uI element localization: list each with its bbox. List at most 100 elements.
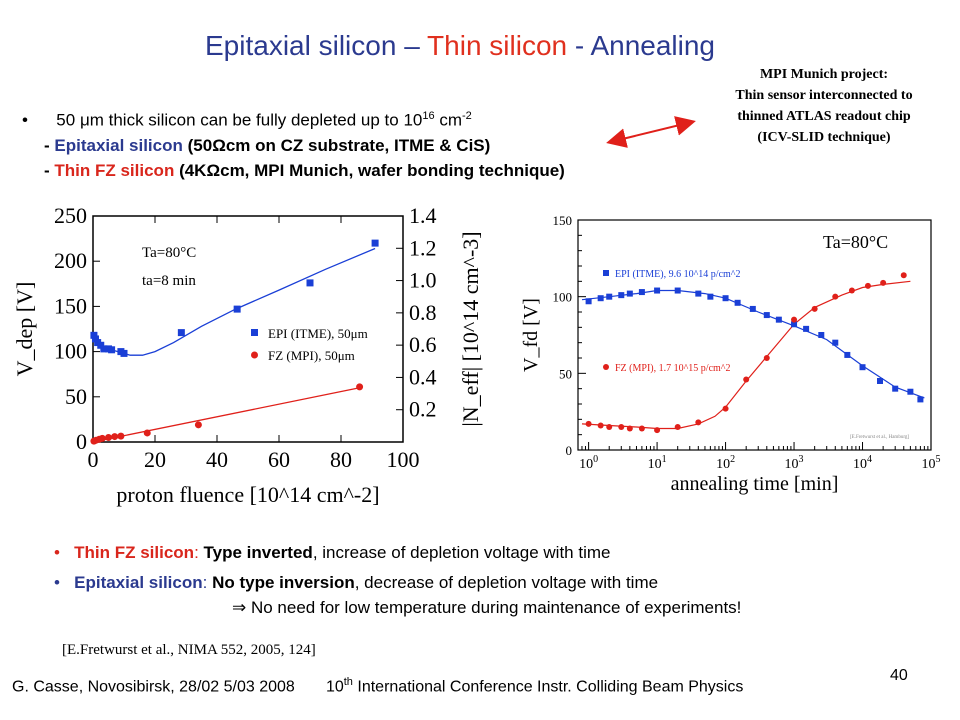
legend-label: FZ (MPI), 1.7 10^15 p/cm^2: [615, 363, 731, 374]
c1-type-inverted: Type inverted: [203, 543, 313, 562]
y-tick-label: 200: [54, 248, 87, 273]
epi-point: [749, 305, 756, 312]
x-tick-label: 80: [330, 447, 352, 472]
b1-mu: μ: [79, 110, 90, 130]
fz-point: [194, 421, 202, 429]
fz-point: [626, 425, 633, 432]
b1-sup: 16: [422, 110, 435, 122]
footer-conf-a: 10: [325, 678, 344, 696]
fit-line: [92, 247, 376, 356]
page-title: Epitaxial silicon – Thin silicon - Annea…: [0, 30, 920, 62]
footer-author: G. Casse, Novosibirsk, 28/02 5/03 2008: [12, 678, 295, 696]
bullet-3: - Thin FZ silicon (4KΩcm, MPI Munich, wa…: [22, 158, 565, 183]
x-tick-label: 40: [206, 447, 228, 472]
fz-point: [674, 424, 681, 430]
conclusion-1: • Thin FZ silicon: Type inverted, increa…: [54, 540, 741, 565]
b2-epitaxial: Epitaxial silicon: [54, 135, 183, 155]
x-tick-exponent: 1: [662, 454, 667, 465]
fit-line: [92, 387, 360, 443]
epi-point: [233, 305, 241, 313]
fz-point: [98, 434, 106, 442]
concl-dot-2: •: [54, 573, 75, 592]
c1-rest: , increase of depletion voltage with tim…: [312, 543, 611, 562]
epi-point: [606, 293, 613, 300]
chart-fluence: 0 20 40 60 80 100 0 50 100 150 200 250 0.2 0.4 0.6 0.8 1…: [12, 203, 483, 507]
b2-text-c: (50: [182, 135, 213, 155]
c1-colon: :: [194, 543, 204, 562]
epi-point: [859, 364, 866, 371]
legend-label: EPI (ITME), 9.6 10^14 p/cm^2: [615, 269, 740, 280]
fz-point: [111, 433, 119, 441]
title-annealing: - Annealing: [567, 30, 715, 61]
x-tick-exponent: 0: [593, 454, 598, 465]
x-tick-label: 60: [268, 447, 290, 472]
epi-point: [722, 295, 729, 302]
x-tick-exponent: 3: [799, 454, 804, 465]
mpi-project-note: MPI Munich project: Thin sensor intercon…: [700, 64, 948, 148]
fz-point: [618, 424, 625, 430]
fz-point: [722, 405, 729, 412]
c2-colon: :: [202, 573, 213, 592]
footer-conf-b: International Conference Instr. Collidin…: [352, 678, 744, 696]
b1-sup2: -2: [462, 110, 472, 122]
epi-point: [626, 290, 633, 297]
mpi-line-3: thinned ATLAS readout chip: [737, 109, 911, 124]
epi-point: [775, 316, 782, 323]
epi-point: [791, 321, 798, 328]
plot-frame: [92, 215, 404, 443]
epi-point: [120, 349, 128, 357]
epi-point: [91, 335, 99, 343]
y-right-tick-label: 0.8: [409, 300, 437, 325]
y-right-tick-label: 0.2: [409, 397, 437, 422]
epi-point: [97, 341, 105, 349]
plot-frame: [577, 219, 932, 451]
x-tick-label: 0: [88, 447, 99, 472]
epi-point: [844, 351, 851, 358]
epi-point: [618, 292, 625, 299]
epi-point: [818, 332, 825, 338]
epi-point: [803, 325, 810, 332]
fz-point: [597, 422, 604, 429]
fz-point: [743, 376, 750, 383]
title-epitaxial: Epitaxial silicon: [205, 30, 397, 61]
conclusions: • Thin FZ silicon: Type inverted, increa…: [54, 540, 741, 620]
epi-point: [585, 298, 592, 305]
fz-point: [811, 305, 818, 312]
x-axis-label: annealing time [min]: [671, 473, 839, 495]
legend-marker-epi: [251, 329, 258, 336]
title-thin: Thin silicon: [427, 30, 568, 61]
c2-no-inversion: No type inversion: [212, 573, 355, 592]
c1-thin-fz: Thin FZ silicon: [74, 543, 195, 562]
fz-point: [585, 420, 592, 427]
y-right-tick-label: 1.4: [409, 203, 437, 228]
epi-point: [877, 378, 884, 384]
b1-text-c: cm: [434, 110, 463, 130]
legend-label: FZ (MPI), 50μm: [268, 348, 355, 363]
epi-point: [371, 239, 379, 247]
fz-point: [654, 427, 661, 434]
y-right-tick-label: 0.4: [409, 364, 437, 389]
y-tick-label: 50: [65, 384, 87, 409]
y-tick-label: 50: [559, 366, 572, 381]
x-axis-label: proton fluence [10^14 cm^-2]: [116, 482, 379, 507]
legend-label: EPI (ITME), 50μm: [268, 326, 368, 341]
title-dash: –: [396, 30, 428, 61]
c2-rest: , decrease of depletion voltage with tim…: [354, 573, 659, 592]
epi-point: [638, 289, 645, 296]
y-right-tick-label: 1.2: [409, 235, 437, 260]
epi-point: [306, 279, 314, 287]
y-tick-label: 150: [54, 293, 87, 318]
y-right-axis-label: |N_eff| [10^14 cm^-3]: [458, 231, 483, 426]
footer-sup: th: [343, 676, 353, 688]
epi-point: [90, 331, 98, 339]
epi-point: [907, 388, 914, 395]
mpi-line-1: MPI Munich project:: [759, 67, 889, 82]
x-tick-label: 103: [785, 454, 804, 472]
fz-point: [143, 429, 151, 437]
b3-thin-fz: Thin FZ silicon: [54, 160, 175, 180]
conclusion-3: ⇒ No need for low temperature during mai…: [54, 595, 741, 620]
fz-point: [791, 316, 798, 323]
y-tick-label: 150: [553, 213, 573, 228]
concl-dot-1: •: [54, 543, 75, 562]
